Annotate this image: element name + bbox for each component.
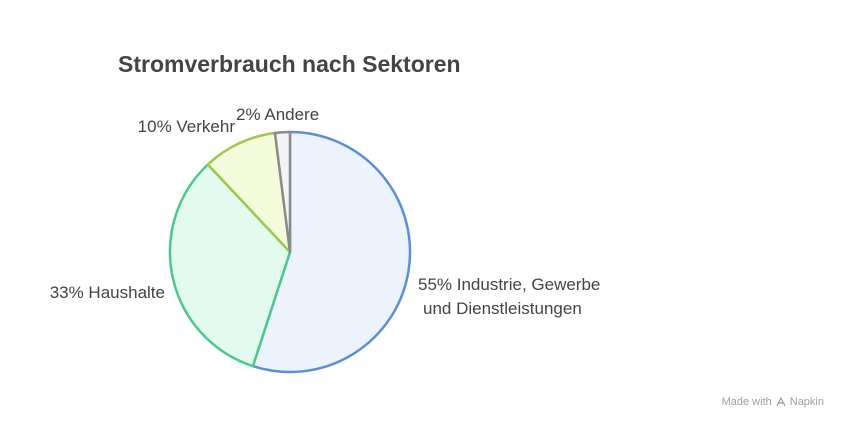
slice-haushalte-label: 33% Haushalte <box>50 283 165 302</box>
made-with-text: Made with <box>721 396 772 408</box>
slice-haushalte <box>168 163 292 368</box>
footer-watermark: Made with Napkin <box>722 396 824 408</box>
napkin-logo-icon <box>776 397 786 407</box>
slice-industrie <box>251 130 412 374</box>
slice-industrie-label: 55% Industrie, Gewerbe und Dienstleistung… <box>418 275 600 318</box>
chart-title: Stromverbrauch nach Sektoren <box>118 51 461 77</box>
slice-andere <box>273 130 292 254</box>
slice-verkehr <box>206 131 292 254</box>
brand-name: Napkin <box>789 396 824 408</box>
slice-andere-label: 2% Andere <box>236 105 319 124</box>
slice-verkehr-label: 10% Verkehr <box>138 117 236 136</box>
